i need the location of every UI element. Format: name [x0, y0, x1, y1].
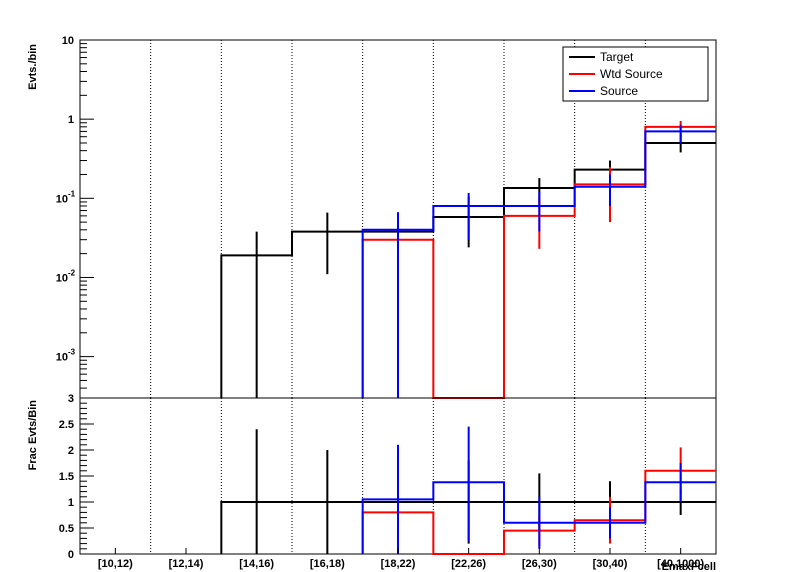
legend-label: Target	[600, 50, 634, 64]
x-tick-label: [26,30)	[522, 558, 557, 570]
x-tick-label: [18,22)	[381, 558, 416, 570]
bottom-y-tick-label: 1	[68, 497, 74, 509]
x-tick-label: [12,14)	[169, 558, 204, 570]
x-tick-label: [16,18)	[310, 558, 345, 570]
top-wtd-source-histogram	[361, 125, 716, 399]
bottom-y-axis-title: Frac Evts/Bin	[27, 400, 39, 471]
bottom-y-tick-label: 1.5	[59, 471, 74, 483]
legend-label: Wtd Source	[600, 67, 663, 81]
bottom-target-histogram	[220, 501, 716, 554]
top-y-tick-exponent: -1	[68, 189, 76, 198]
bottom-y-tick-label: 3	[68, 393, 74, 405]
bottom-panel: 0 0.5 1 1.5 2 2.5 3 Frac Evts/Bin [10,12) [12,14)…	[27, 393, 717, 572]
top-target-histogram	[220, 141, 716, 398]
top-y-tick-exponent: -3	[68, 348, 76, 357]
top-y-tick-label: 1	[68, 114, 74, 126]
top-source-histogram	[361, 130, 716, 398]
x-tick-label: [40,1000)	[657, 558, 704, 570]
bottom-y-tick-label: 0	[68, 549, 74, 561]
legend: Target Wtd Source Source	[562, 46, 709, 102]
bottom-y-tick-label: 0.5	[59, 523, 74, 535]
x-tick-label: [10,12)	[98, 558, 133, 570]
top-y-tick-label: 10	[56, 193, 68, 205]
top-y-axis-title: Evts./bin	[27, 44, 39, 90]
top-y-tick-label: 10	[56, 352, 68, 364]
legend-label: Source	[600, 84, 638, 98]
bottom-y-tick-label: 2.5	[59, 419, 74, 431]
x-tick-label: [14,16)	[239, 558, 274, 570]
x-tick-label: [22,26)	[451, 558, 486, 570]
x-axis-title: EmaxFcell	[662, 561, 716, 572]
top-y-tick-exponent: -2	[68, 268, 76, 277]
top-y-tick-label: 10	[62, 35, 74, 47]
top-y-tick-label: 10	[56, 272, 68, 284]
bottom-y-tick-label: 2	[68, 445, 74, 457]
x-tick-label: [30,40)	[593, 558, 628, 570]
